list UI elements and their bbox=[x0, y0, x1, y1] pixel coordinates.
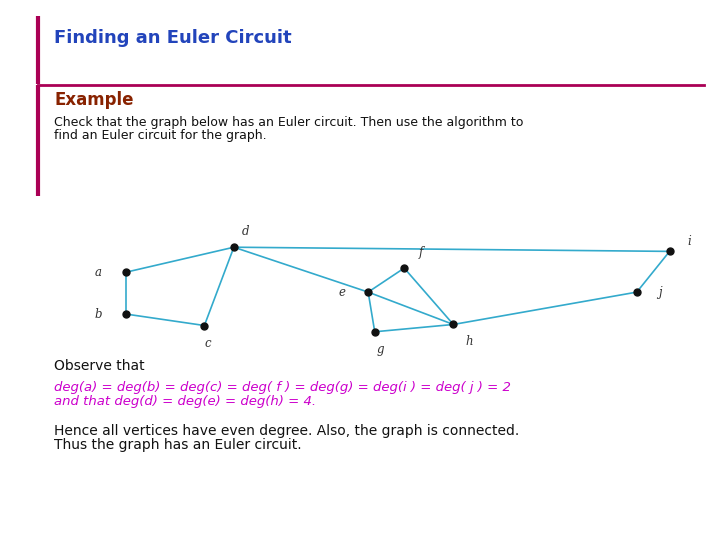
Text: h: h bbox=[466, 335, 474, 348]
Text: g: g bbox=[377, 343, 384, 356]
Text: find an Euler circuit for the graph.: find an Euler circuit for the graph. bbox=[54, 129, 266, 141]
Text: Thus the graph has an Euler circuit.: Thus the graph has an Euler circuit. bbox=[54, 438, 302, 453]
Text: Observe that: Observe that bbox=[54, 359, 145, 373]
Text: d: d bbox=[242, 225, 249, 238]
Text: Example: Example bbox=[54, 91, 133, 110]
Text: a: a bbox=[95, 266, 102, 279]
Text: c: c bbox=[204, 337, 211, 350]
Text: Check that the graph below has an Euler circuit. Then use the algorithm to: Check that the graph below has an Euler … bbox=[54, 116, 523, 129]
Text: j: j bbox=[658, 286, 662, 299]
Text: f: f bbox=[418, 246, 423, 259]
Text: i: i bbox=[688, 235, 691, 248]
Text: b: b bbox=[94, 307, 102, 321]
Text: Hence all vertices have even degree. Also, the graph is connected.: Hence all vertices have even degree. Als… bbox=[54, 424, 519, 438]
Text: and that deg(d) = deg(e) = deg(h) = 4.: and that deg(d) = deg(e) = deg(h) = 4. bbox=[54, 395, 316, 408]
Text: e: e bbox=[338, 286, 346, 299]
Text: deg(a) = deg(b) = deg(c) = deg( f ) = deg(g) = deg(i ) = deg( j ) = 2: deg(a) = deg(b) = deg(c) = deg( f ) = de… bbox=[54, 381, 511, 394]
Text: Finding an Euler Circuit: Finding an Euler Circuit bbox=[54, 29, 292, 47]
